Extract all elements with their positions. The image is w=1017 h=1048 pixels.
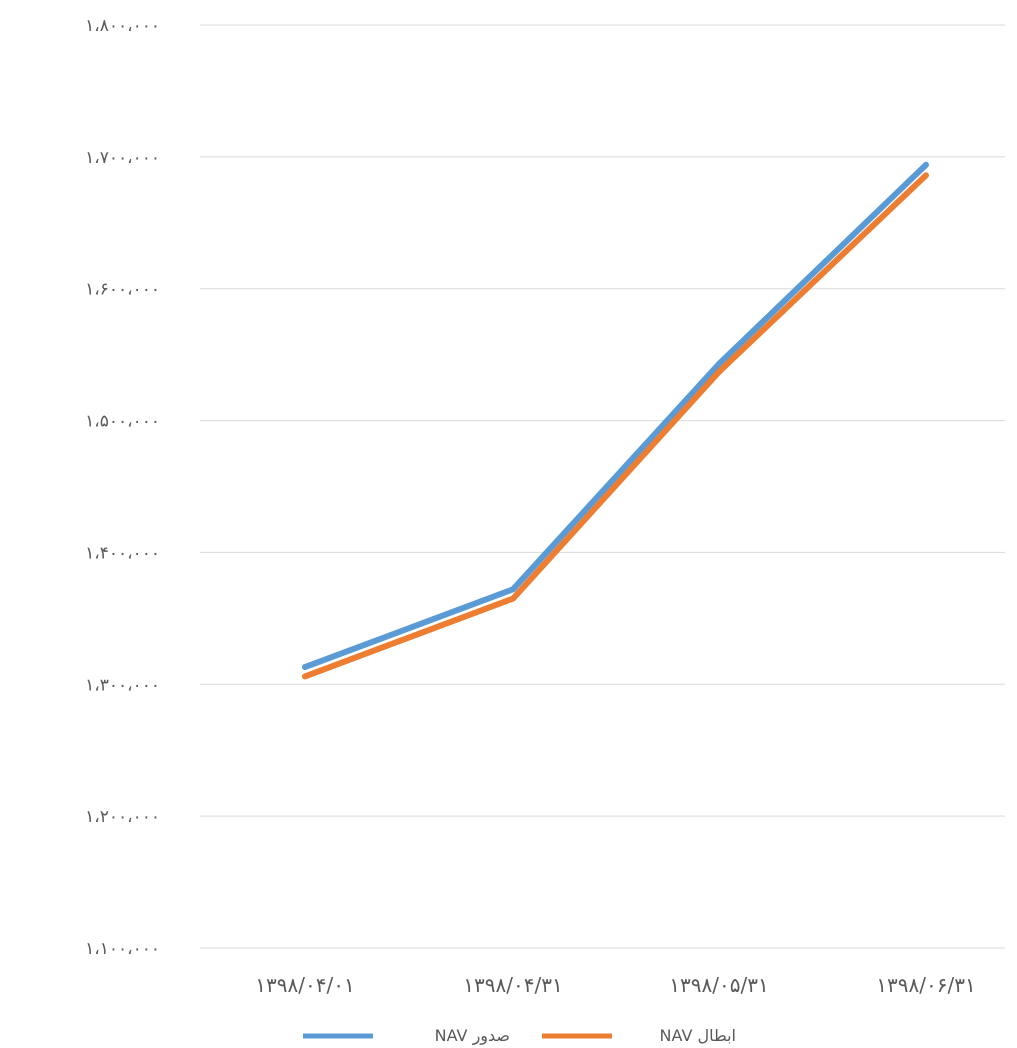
x-tick-label: ۱۳۹۸/۰۵/۳۱ (669, 973, 768, 997)
x-tick-label: ۱۳۹۸/۰۶/۳۱ (876, 973, 975, 997)
y-axis-tick-labels: ۱،۱۰۰،۰۰۰ ۱،۲۰۰،۰۰۰ ۱،۳۰۰،۰۰۰ ۱،۴۰۰،۰۰۰ ۱،۵۰… (85, 16, 160, 959)
y-tick-label: ۱،۷۰۰،۰۰۰ (85, 148, 160, 168)
y-tick-label: ۱،۴۰۰،۰۰۰ (85, 543, 160, 563)
grid-layer (200, 24, 1005, 949)
x-tick-label: ۱۳۹۸/۰۴/۰۱ (255, 973, 354, 997)
series-line-ebtal (302, 172, 929, 680)
y-tick-label: ۱،۲۰۰،۰۰۰ (85, 807, 160, 827)
series-line-sodor (302, 161, 929, 671)
series-layer (302, 161, 929, 680)
legend-label: NAV صدور (435, 1026, 510, 1046)
y-tick-label: ۱،۵۰۰،۰۰۰ (85, 412, 160, 432)
y-tick-label: ۱،۱۰۰،۰۰۰ (85, 939, 160, 959)
legend-label: NAV ابطال (660, 1026, 736, 1045)
y-tick-label: ۱،۳۰۰،۰۰۰ (85, 675, 160, 695)
x-tick-label: ۱۳۹۸/۰۴/۳۱ (463, 973, 562, 997)
legend: NAV صدور NAV ابطال (303, 1026, 736, 1046)
x-axis-tick-labels: ۱۳۹۸/۰۴/۰۱ ۱۳۹۸/۰۴/۳۱ ۱۳۹۸/۰۵/۳۱ ۱۳۹۸/۰۶/۳۱ (255, 973, 975, 997)
y-tick-label: ۱،۶۰۰،۰۰۰ (85, 280, 160, 300)
legend-item-ebtal: NAV ابطال (542, 1026, 736, 1045)
legend-item-sodor: NAV صدور (303, 1026, 510, 1046)
y-tick-label: ۱،۸۰۰،۰۰۰ (85, 16, 160, 36)
